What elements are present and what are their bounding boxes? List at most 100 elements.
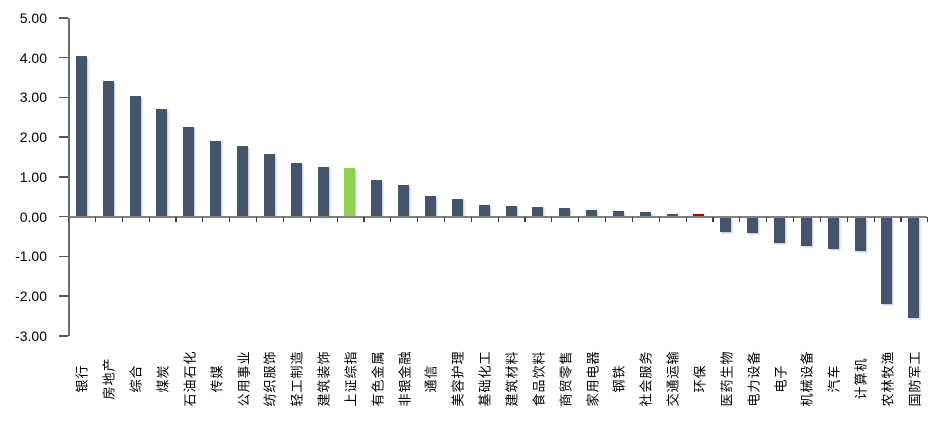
bar-27: [774, 216, 786, 243]
x-axis-label-text: 煤炭: [155, 363, 171, 393]
x-axis-tick: [819, 216, 821, 222]
bar-2: [102, 81, 114, 217]
x-axis-tick: [846, 216, 848, 222]
y-axis-label: 4.00: [19, 49, 47, 66]
x-axis-tick: [631, 216, 634, 222]
bar-23: [666, 213, 678, 217]
x-axis-tick: [94, 216, 97, 222]
x-axis-label-text: 基础化工: [477, 349, 493, 407]
bar-3: [129, 96, 141, 217]
x-axis-label-text: 机械设备: [799, 349, 815, 407]
x-axis-label-text: 商贸零售: [558, 349, 574, 407]
bar-32: [908, 216, 920, 318]
x-axis-label-text: 有色金属: [370, 349, 386, 407]
x-axis-label-text: 环保: [692, 363, 708, 393]
x-axis-tick: [202, 216, 204, 222]
bar-13: [398, 185, 410, 217]
y-axis-label: 2.00: [19, 129, 47, 145]
bar-9: [290, 162, 302, 217]
bar-25: [720, 216, 732, 232]
x-axis-label-text: 家用电器: [585, 349, 601, 407]
y-axis-tick: [59, 255, 68, 257]
y-axis-tick: [59, 215, 68, 218]
x-axis-label-text: 公用事业: [236, 349, 252, 407]
x-axis-label-text: 轻工制造: [289, 349, 305, 407]
x-axis-label-text: 电子: [773, 363, 789, 393]
x-axis-tick: [121, 216, 123, 222]
x-axis-label-text: 通信: [423, 363, 439, 393]
x-axis-tick: [417, 216, 419, 222]
x-axis-label-text: 银行: [74, 363, 90, 393]
bar-17: [505, 206, 517, 217]
x-axis-tick: [739, 216, 741, 222]
x-axis-label-text: 石油石化: [182, 349, 198, 407]
x-axis-label-text: 农林牧渔: [880, 349, 896, 407]
bar-18: [532, 206, 544, 217]
x-axis-tick: [148, 216, 150, 222]
bar-21: [612, 210, 624, 217]
x-axis-tick: [927, 216, 929, 222]
x-axis-label-text: 美容护理: [450, 349, 466, 407]
x-axis-tick: [229, 216, 231, 222]
y-axis-label: 0.00: [19, 208, 47, 225]
bar-30: [854, 216, 866, 252]
y-axis-tick: [59, 136, 68, 138]
bar-4: [156, 108, 168, 217]
x-axis-tick: [390, 216, 392, 222]
x-axis-label-text: 非银金融: [397, 349, 413, 407]
x-axis-label-text: 钢铁: [611, 363, 627, 393]
x-axis-label-text: 上证综指: [343, 349, 359, 407]
x-axis-label-text: 汽车: [826, 363, 842, 393]
bar-26: [747, 216, 759, 233]
y-axis-label: -2.00: [15, 288, 47, 304]
x-axis-tick: [900, 216, 902, 222]
x-axis-label-text: 综合: [128, 363, 144, 393]
x-axis-tick: [282, 216, 284, 222]
x-axis-tick: [792, 216, 795, 222]
y-axis-label: -1.00: [15, 248, 47, 265]
y-axis-tick: [59, 96, 68, 98]
bar-28: [800, 216, 812, 247]
bar-22: [639, 211, 651, 217]
x-axis-tick: [497, 216, 499, 222]
x-axis-tick: [175, 216, 177, 222]
x-axis-tick: [255, 216, 258, 222]
y-axis-tick: [59, 176, 68, 178]
bar-19: [559, 207, 571, 217]
bar-15: [451, 199, 463, 217]
bar-7: [237, 145, 249, 217]
bar-20: [586, 209, 598, 217]
y-axis-tick: [59, 17, 68, 19]
x-axis-tick: [363, 216, 365, 222]
x-axis-tick: [712, 216, 714, 222]
x-axis-label-text: 纺织服饰: [262, 349, 278, 407]
x-axis-label-text: 房地产: [101, 356, 117, 400]
bar-31: [881, 216, 893, 304]
bar-29: [827, 216, 839, 250]
x-axis-tick: [658, 216, 660, 222]
x-axis-tick: [766, 216, 768, 222]
x-axis-tick: [605, 216, 607, 222]
x-axis-label-text: 传媒: [209, 363, 225, 393]
x-axis-label-text: 社会服务: [638, 349, 654, 407]
bar-1: [75, 55, 87, 217]
x-axis-tick: [309, 216, 311, 222]
y-axis-label: 5.00: [19, 9, 47, 26]
x-axis-tick: [68, 216, 70, 222]
y-axis-tick: [59, 295, 68, 297]
bar-12: [371, 180, 383, 217]
x-axis-tick: [524, 216, 526, 222]
bar-24: [693, 214, 705, 217]
x-axis-tick: [873, 216, 875, 222]
x-axis-label-text: 食品饮料: [531, 349, 547, 407]
y-axis-label: -3.00: [15, 327, 47, 344]
x-axis-tick: [685, 216, 687, 222]
x-axis-tick: [443, 216, 446, 222]
bar-8: [263, 154, 275, 217]
x-axis-tick: [470, 216, 472, 222]
y-axis-tick: [59, 56, 68, 59]
bar-10: [317, 166, 329, 217]
y-axis-label: 1.00: [19, 168, 47, 185]
x-axis-tick: [551, 216, 553, 222]
